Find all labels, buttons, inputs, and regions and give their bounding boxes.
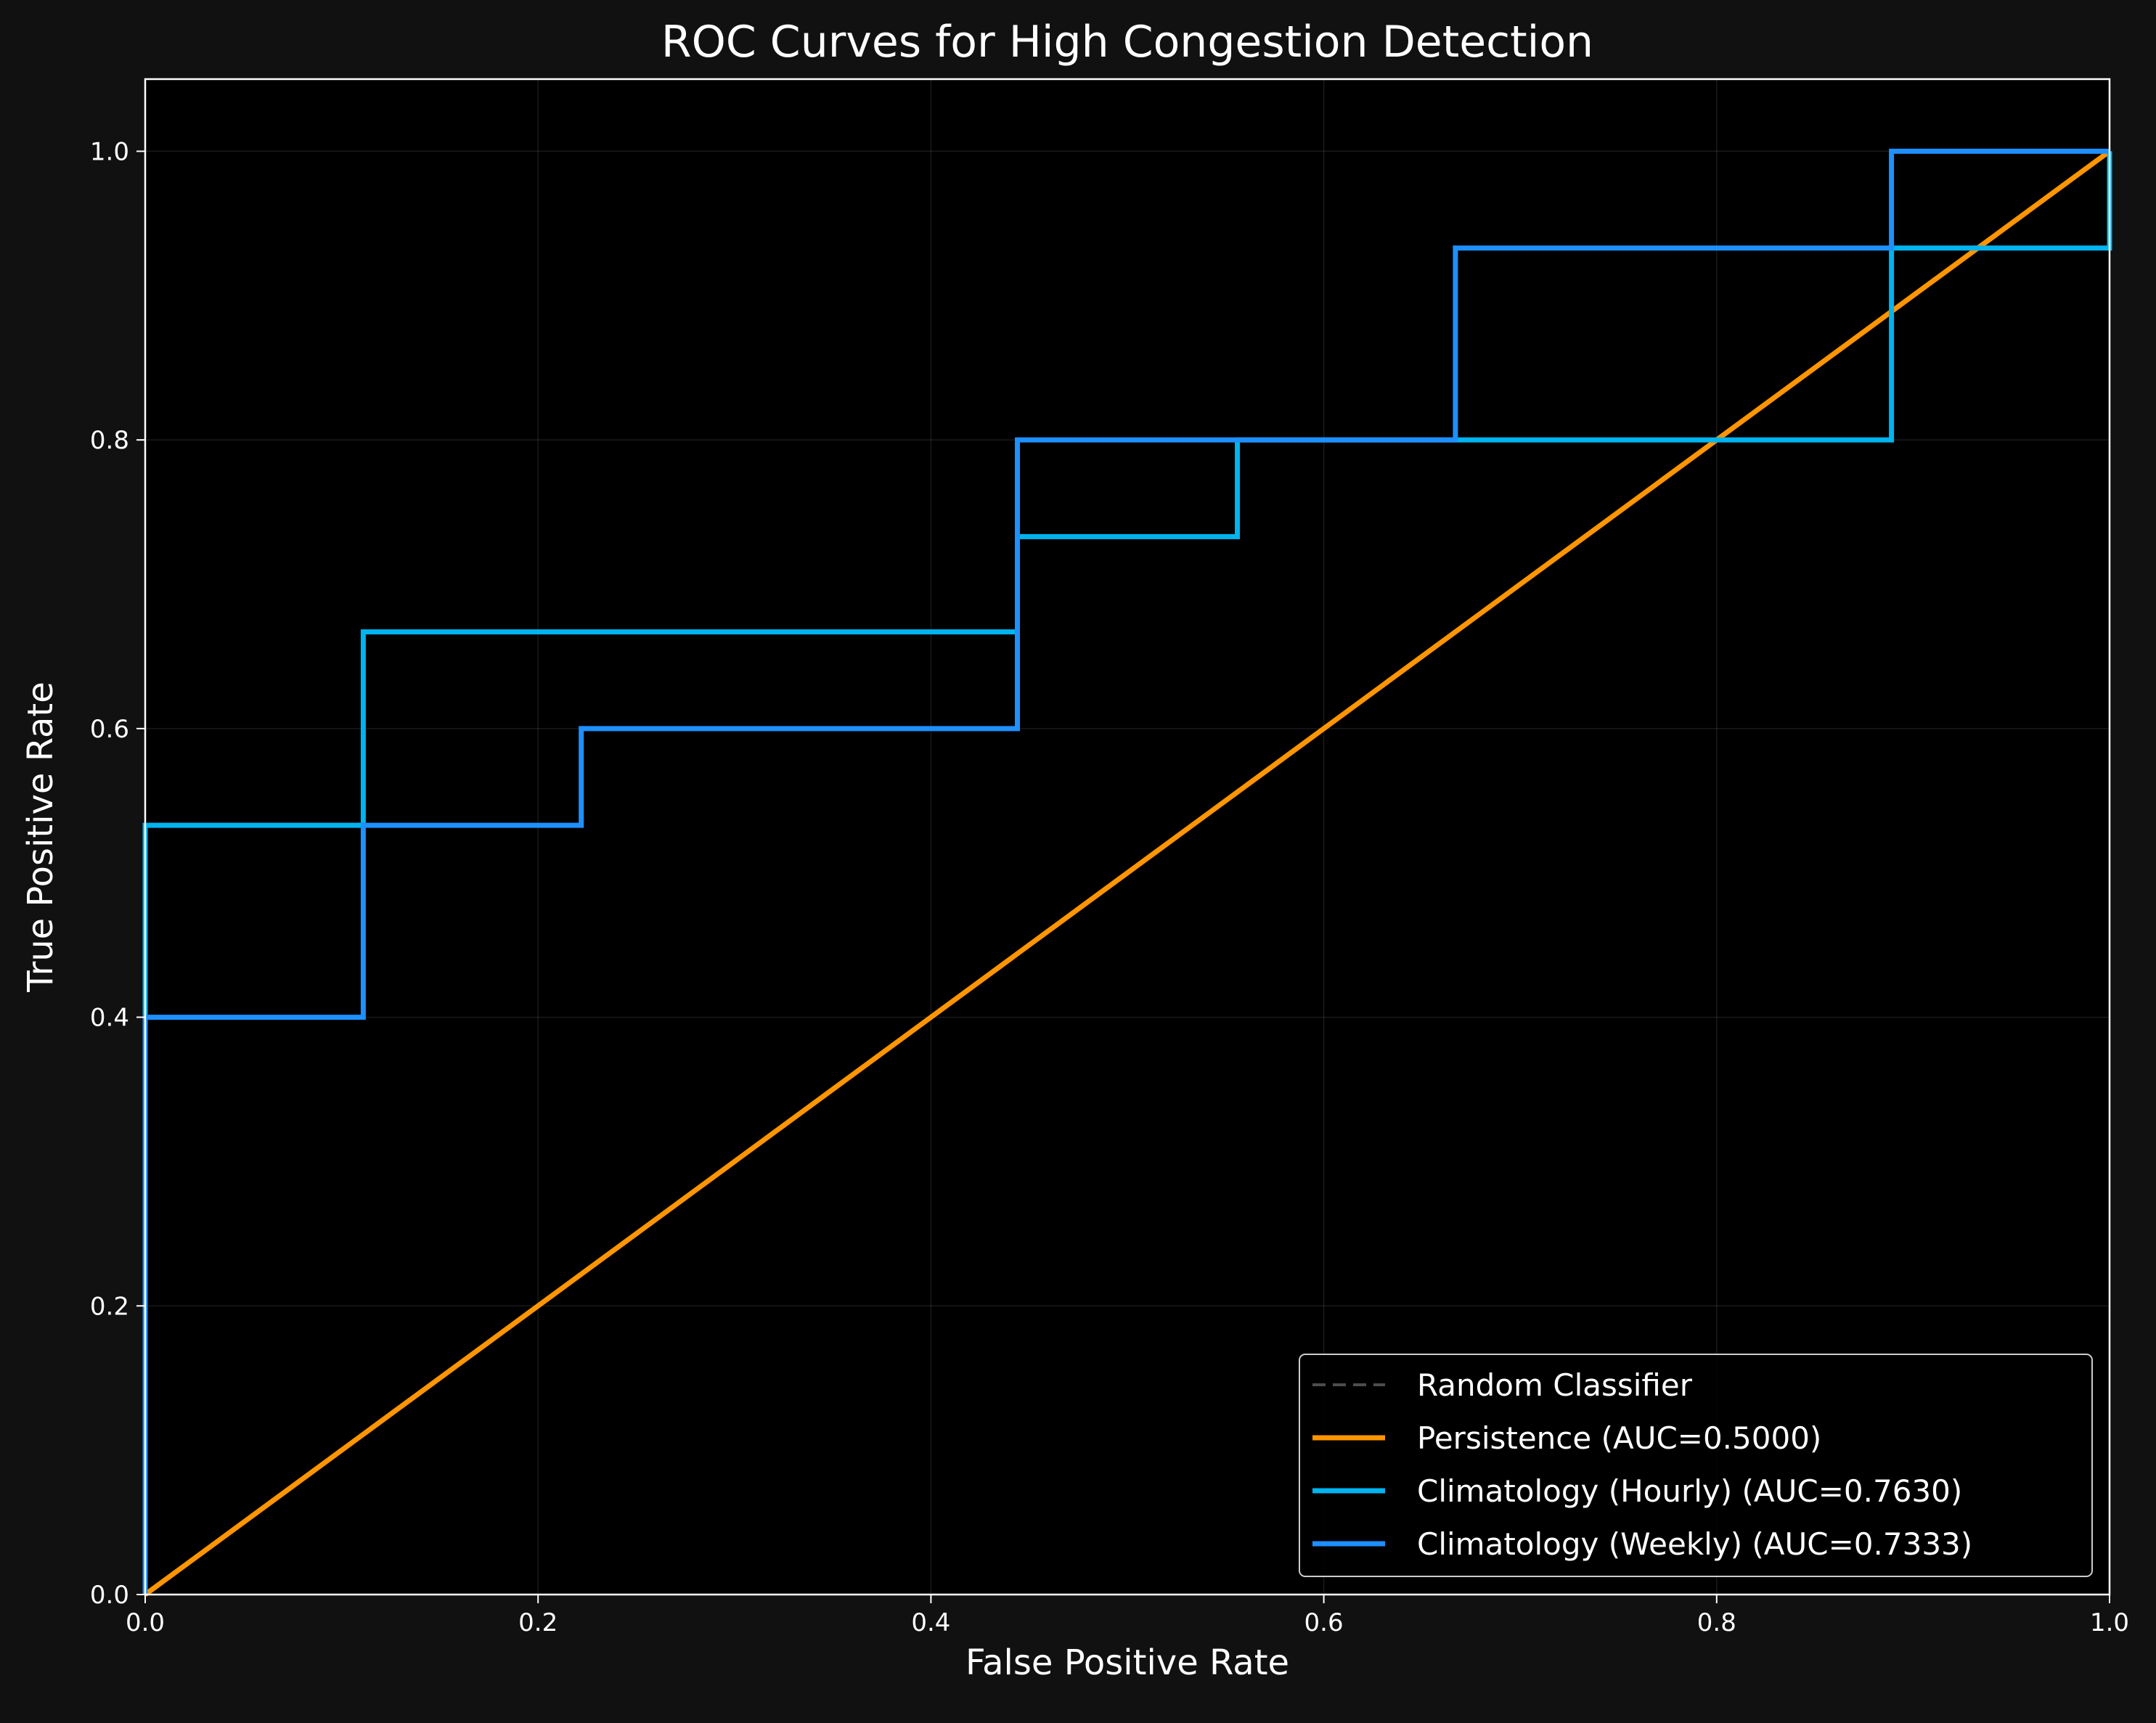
y-tick-label: 0.8	[90, 426, 129, 455]
series-line-2	[143, 149, 2112, 1597]
x-tick-label: 0.6	[1304, 1608, 1344, 1637]
legend-label: Climatology (Weekly) (AUC=0.7333)	[1417, 1526, 1972, 1562]
legend-label: Climatology (Hourly) (AUC=0.7630)	[1417, 1473, 1962, 1509]
y-tick-label: 0.6	[90, 715, 129, 744]
chart-title: ROC Curves for High Congestion Detection	[661, 17, 1593, 67]
legend-box	[1299, 1354, 2093, 1577]
x-tick-label: 0.0	[126, 1608, 165, 1637]
series-line-3	[142, 151, 2112, 1595]
x-tick-label: 0.2	[518, 1608, 558, 1637]
series-line-4	[142, 148, 2110, 1595]
x-tick-label: 0.8	[1697, 1608, 1736, 1637]
legend-label: Persistence (AUC=0.5000)	[1417, 1420, 1821, 1456]
y-tick-label: 0.4	[90, 1004, 129, 1033]
x-axis-title: False Positive Rate	[965, 1642, 1289, 1683]
y-tick-label: 0.2	[90, 1292, 129, 1321]
x-tick-label: 1.0	[2090, 1608, 2129, 1637]
plot-area	[145, 79, 2110, 1595]
y-tick-label: 1.0	[90, 137, 129, 166]
legend-label: Random Classifier	[1417, 1367, 1693, 1403]
plot-frame	[144, 78, 2111, 1596]
legend: Random Classifier Persistence (AUC=0.5000…	[1299, 1354, 2093, 1577]
y-tick-label: 0.0	[90, 1581, 129, 1610]
series-layer	[142, 148, 2112, 1597]
axis-ticks: 0.0 0.2 0.4 0.6 0.8 1.0 0.0 0.2 0.4 0.6 0.8 1.0	[90, 137, 2129, 1637]
x-tick-label: 0.4	[911, 1608, 950, 1637]
y-axis-title: True Positive Rate	[20, 682, 61, 993]
